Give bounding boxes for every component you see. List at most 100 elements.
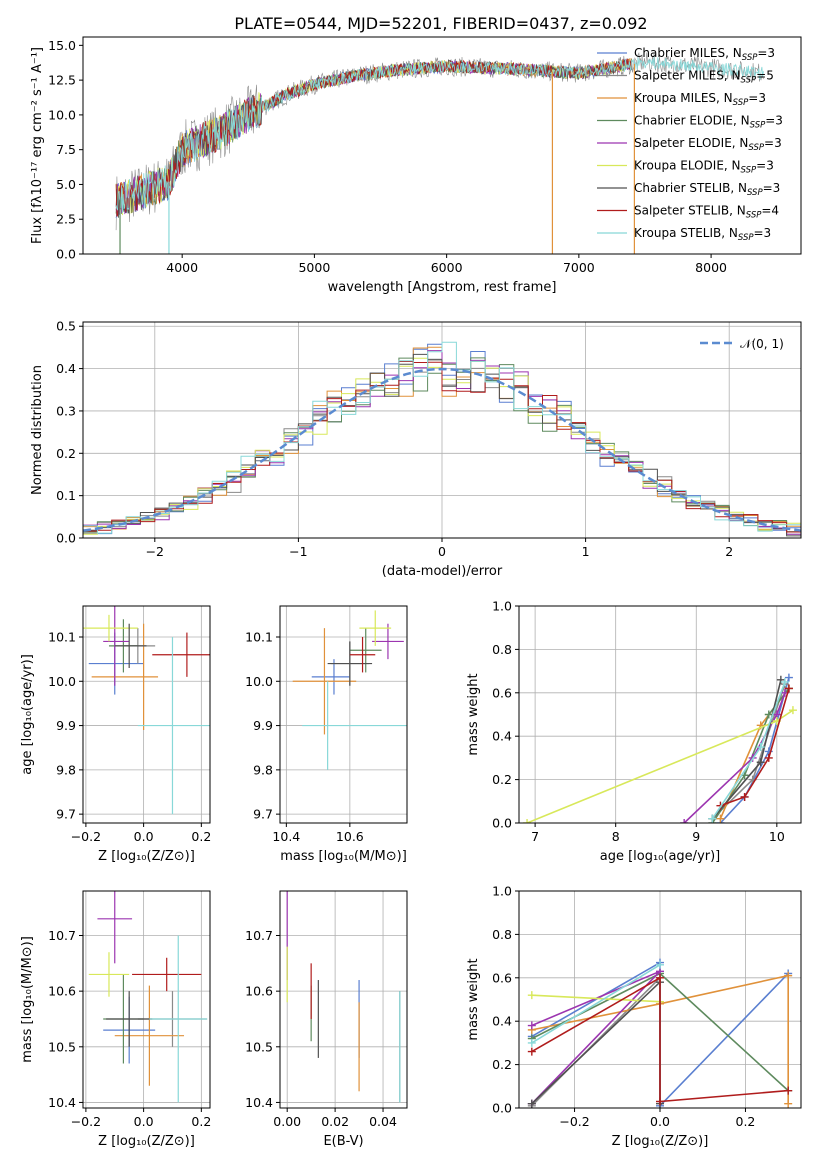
mass-weight-marker xyxy=(784,673,793,682)
mass-weight-marker xyxy=(780,677,789,686)
spectrum-x-axis-label: wavelength [Angstrom, rest frame] xyxy=(328,280,557,295)
y-tick-label: 12.5 xyxy=(48,73,76,88)
mass-weight-marker xyxy=(656,960,664,969)
mass-weight-marker xyxy=(764,710,773,719)
y-tick-label: 9.8 xyxy=(253,762,273,777)
legend-label: Kroupa ELODIE, NSSP=3 xyxy=(634,159,774,176)
y-tick-label: 5.0 xyxy=(56,177,76,192)
y-tick-label: 0.0 xyxy=(56,531,76,546)
legend-normal-label: 𝒩(0, 1) xyxy=(740,337,784,351)
y-tick-label: 1.0 xyxy=(492,599,512,614)
residuals-y-axis-label: Normed distribution xyxy=(30,365,45,495)
y-tick-label: 0.3 xyxy=(56,403,76,418)
y-tick-label: 10.0 xyxy=(48,674,76,689)
mass-z-plot-area xyxy=(83,891,210,1108)
y-tick-label: 0.2 xyxy=(492,772,512,787)
x-tick-label: 0.0 xyxy=(134,1114,154,1129)
mass-weight-marker xyxy=(680,819,689,823)
mw-z-x-axis-label: Z [log₁₀(Z/Z⊙)] xyxy=(612,1134,709,1149)
residual-histogram xyxy=(83,341,801,534)
mass-weight-marker xyxy=(708,814,717,823)
y-tick-label: 10.1 xyxy=(48,630,76,645)
legend-label: Salpeter MILES, NSSP=5 xyxy=(634,69,774,86)
mass-weight-marker xyxy=(784,1086,793,1095)
residuals-x-axis-label: (data-model)/error xyxy=(382,564,503,579)
legend-label: Salpeter STELIB, NSSP=4 xyxy=(634,204,779,221)
x-tick-label: 6000 xyxy=(431,260,463,275)
x-tick-label: 10 xyxy=(769,829,785,844)
x-tick-label: −0.2 xyxy=(559,1114,589,1129)
mass-weight-marker xyxy=(716,814,725,823)
y-tick-label: 10.7 xyxy=(245,928,273,943)
spectrum-series-line xyxy=(115,58,633,217)
mw-age-plot-area xyxy=(519,606,801,823)
mass-weight-marker xyxy=(527,991,536,1000)
legend-label: Chabrier ELODIE, NSSP=3 xyxy=(634,114,783,131)
x-tick-label: 7 xyxy=(531,829,539,844)
mass-weight-marker xyxy=(764,753,773,762)
x-tick-label: 8000 xyxy=(695,260,727,275)
age-z-plot-area xyxy=(83,606,210,823)
mw-z-plot-area xyxy=(519,891,801,1108)
panel-residuals: 𝒩(0, 1) −2 −1 0 1 2 0.0 0.1 0.2 0.3 0.4 0.5 (data-mo… xyxy=(30,319,802,579)
y-tick-label: 0.8 xyxy=(492,927,512,942)
x-tick-label: 9 xyxy=(692,829,700,844)
mass-weight-line xyxy=(531,994,661,1003)
spectrum-series-line xyxy=(115,59,633,218)
panel-age-mass: 10.4 10.6 9.7 9.8 9.9 10.0 10.1 mass [log₁₀(M/M… xyxy=(245,605,408,864)
y-tick-label: 15.0 xyxy=(48,38,76,53)
mw-age-y-axis-label: mass weight xyxy=(466,673,481,755)
panel-mass-ebv: 0.00 0.02 0.04 10.4 10.5 10.6 10.7 E(B-V) xyxy=(245,890,408,1149)
residuals-plot-area xyxy=(83,322,801,538)
y-tick-label: 7.5 xyxy=(56,142,76,157)
mass-ebv-plot-area xyxy=(280,891,407,1108)
mass-weight-marker xyxy=(788,706,797,715)
age-z-y-axis-label: age [log₁₀(age/yr)] xyxy=(20,654,35,775)
y-tick-label: 0.0 xyxy=(492,1101,512,1116)
mass-weight-line xyxy=(720,688,790,807)
y-tick-label: 10.5 xyxy=(245,1039,273,1054)
spectrum-axes-frame xyxy=(82,36,802,255)
mass-weight-line xyxy=(531,976,789,1103)
mass-weight-line xyxy=(531,964,661,1044)
age-z-x-axis-label: Z [log₁₀(Z/Z⊙)] xyxy=(98,849,195,864)
y-tick-label: 2.5 xyxy=(56,212,76,227)
y-tick-label: 0.4 xyxy=(56,361,76,376)
age-z-axes-frame xyxy=(82,605,211,824)
mass-weight-marker xyxy=(527,1021,536,1030)
mass-weight-line xyxy=(531,970,661,1105)
x-tick-label: 4000 xyxy=(166,260,198,275)
y-tick-label: 9.8 xyxy=(56,762,76,777)
y-tick-label: 9.9 xyxy=(56,718,76,733)
x-tick-label: 0.0 xyxy=(134,829,154,844)
mass-weight-marker xyxy=(784,971,793,980)
mw-age-x-axis-label: age [log₁₀(age/yr)] xyxy=(600,849,721,864)
y-tick-label: 9.7 xyxy=(253,807,273,822)
age-mass-plot-area xyxy=(280,606,407,823)
mass-weight-marker xyxy=(756,743,765,752)
mass-ebv-x-axis-label: E(B-V) xyxy=(323,1134,363,1149)
y-tick-label: 10.0 xyxy=(245,674,273,689)
y-tick-label: 9.7 xyxy=(56,807,76,822)
panel-mw-age: 7 8 9 10 0.0 0.2 0.4 0.6 0.8 1.0 age [log₁₀(age/yr… xyxy=(466,599,802,864)
y-tick-label: 10.6 xyxy=(48,984,76,999)
x-tick-label: 0 xyxy=(438,544,446,559)
x-tick-label: 1 xyxy=(582,544,590,559)
x-tick-label: 0.02 xyxy=(321,1114,349,1129)
x-tick-label: 8 xyxy=(612,829,620,844)
mass-weight-marker xyxy=(527,1099,536,1108)
x-tick-label: 0.0 xyxy=(650,1114,670,1129)
spectrum-plot-area xyxy=(115,52,764,254)
x-tick-label: 5000 xyxy=(298,260,330,275)
y-tick-label: 10.4 xyxy=(48,1095,76,1110)
y-tick-label: 10.4 xyxy=(245,1095,273,1110)
mass-weight-marker xyxy=(527,1047,536,1056)
mass-weight-marker xyxy=(756,758,765,767)
mass-weight-marker xyxy=(784,684,793,693)
mass-z-x-axis-label: Z [log₁₀(Z/Z⊙)] xyxy=(98,1134,195,1149)
y-tick-label: 1.0 xyxy=(492,884,512,899)
y-tick-label: 0.8 xyxy=(492,642,512,657)
normal-curve xyxy=(83,367,801,532)
mass-weight-marker xyxy=(527,1038,536,1047)
